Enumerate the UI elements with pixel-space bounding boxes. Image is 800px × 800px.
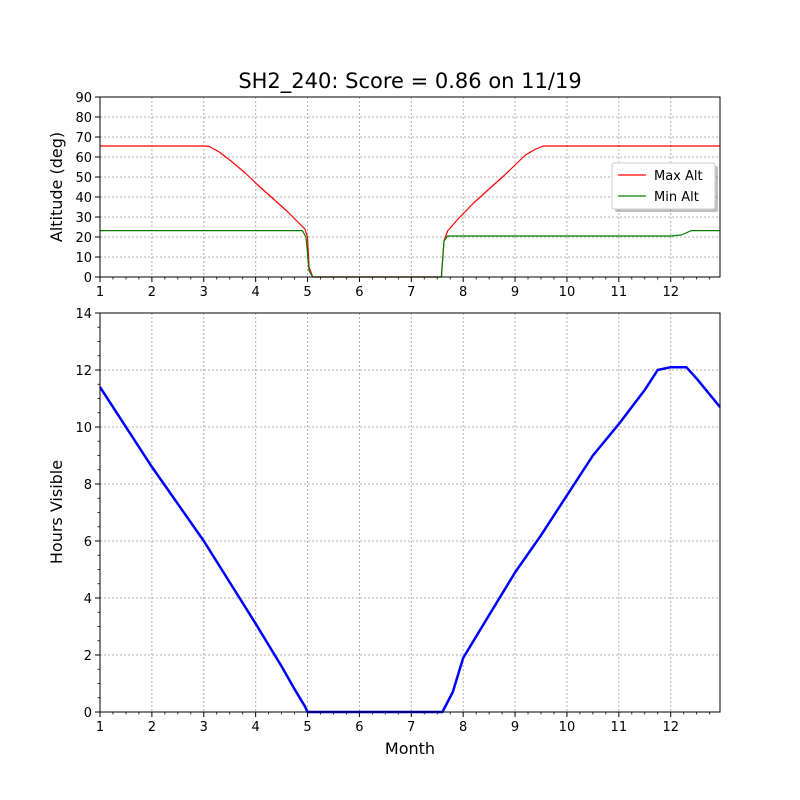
y-tick-label: 70 <box>75 131 92 146</box>
x-tick-label: 1 <box>96 720 104 735</box>
y-tick-label: 4 <box>84 592 92 607</box>
y-tick-label: 2 <box>84 649 92 664</box>
y-tick-label: 90 <box>75 91 92 106</box>
hours-y-ticks: 0 2 4 6 8 10 12 14 <box>75 307 100 721</box>
y-tick-label: 6 <box>84 535 92 550</box>
hours-x-axis-label: Month <box>385 739 435 758</box>
x-tick-label: 6 <box>355 285 363 300</box>
x-tick-label: 2 <box>148 285 156 300</box>
altitude-x-ticks: 1 2 3 4 5 6 7 8 9 10 11 12 <box>96 277 711 300</box>
hours-grid <box>100 313 720 712</box>
x-tick-label: 12 <box>662 285 679 300</box>
chart-title: SH2_240: Score = 0.86 on 11/19 <box>238 69 581 94</box>
min-alt-line <box>100 230 720 278</box>
legend-min-alt-label: Min Alt <box>654 190 699 205</box>
y-tick-label: 80 <box>75 111 92 126</box>
x-tick-label: 2 <box>148 720 156 735</box>
x-tick-label: 11 <box>611 285 628 300</box>
x-tick-label: 5 <box>303 285 311 300</box>
y-tick-label: 0 <box>84 271 92 286</box>
y-tick-label: 8 <box>84 478 92 493</box>
x-tick-label: 9 <box>511 285 519 300</box>
x-tick-label: 7 <box>407 720 415 735</box>
hours-visible-line <box>98 365 721 714</box>
x-tick-label: 9 <box>511 720 519 735</box>
hours-y-axis-label: Hours Visible <box>47 460 66 564</box>
y-tick-label: 20 <box>75 231 92 246</box>
x-tick-label: 10 <box>559 285 576 300</box>
hours-series <box>98 365 721 714</box>
y-tick-label: 14 <box>75 307 92 322</box>
x-tick-label: 3 <box>200 285 208 300</box>
x-tick-label: 8 <box>459 285 467 300</box>
hours-x-ticks: 1 2 3 4 5 6 7 8 9 10 11 12 <box>96 712 711 735</box>
x-tick-label: 8 <box>459 720 467 735</box>
x-tick-label: 12 <box>662 720 679 735</box>
y-tick-label: 12 <box>75 364 92 379</box>
y-tick-label: 0 <box>84 706 92 721</box>
x-tick-label: 10 <box>559 720 576 735</box>
x-tick-label: 7 <box>407 285 415 300</box>
x-tick-label: 3 <box>200 720 208 735</box>
hours-plot-frame <box>99 312 721 713</box>
x-tick-label: 11 <box>611 720 628 735</box>
legend: Max Alt Min Alt <box>611 162 718 212</box>
altitude-plot-frame <box>99 96 721 278</box>
y-tick-label: 30 <box>75 211 92 226</box>
legend-max-alt-label: Max Alt <box>654 169 703 184</box>
altitude-y-axis-label: Altitude (deg) <box>47 132 66 242</box>
x-tick-label: 4 <box>252 720 260 735</box>
altitude-y-ticks: 0 10 20 30 40 50 60 70 80 90 <box>75 91 100 286</box>
y-tick-label: 40 <box>75 191 92 206</box>
x-tick-label: 1 <box>96 285 104 300</box>
y-tick-label: 10 <box>75 251 92 266</box>
y-tick-label: 10 <box>75 421 92 436</box>
y-tick-label: 60 <box>75 151 92 166</box>
x-tick-label: 6 <box>355 720 363 735</box>
x-tick-label: 4 <box>252 285 260 300</box>
x-tick-label: 5 <box>303 720 311 735</box>
y-tick-label: 50 <box>75 171 92 186</box>
